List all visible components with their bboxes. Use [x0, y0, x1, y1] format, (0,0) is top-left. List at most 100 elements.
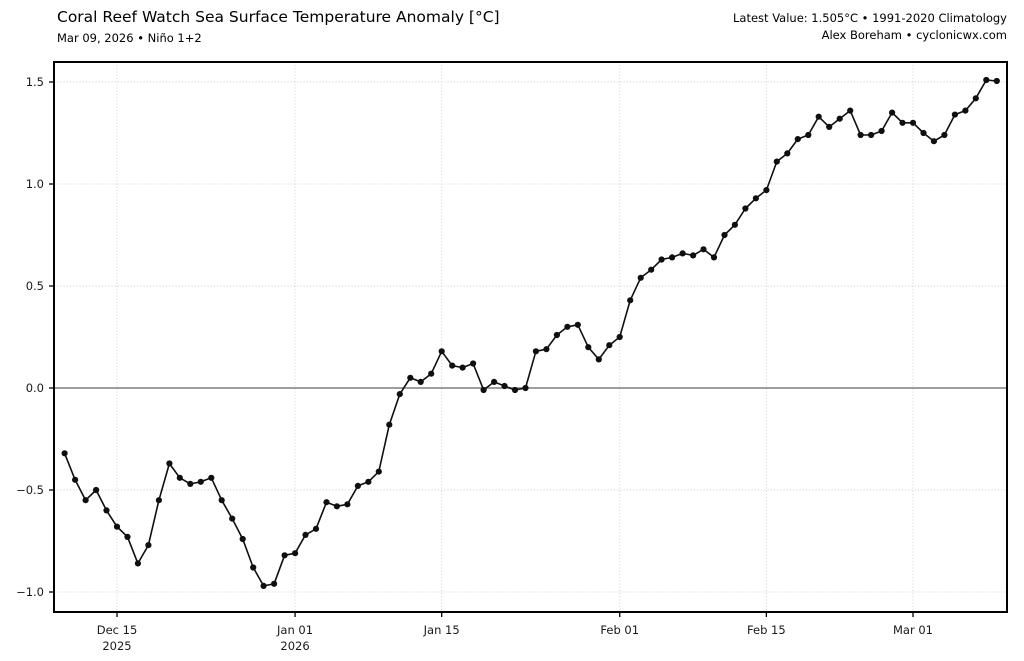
- data-point: [637, 274, 644, 281]
- data-point: [271, 580, 278, 587]
- page-title: Coral Reef Watch Sea Surface Temperature…: [57, 8, 500, 26]
- chart-subtitle: Mar 09, 2026 • Niño 1+2: [57, 31, 202, 45]
- data-point: [449, 362, 456, 369]
- data-point: [61, 450, 68, 457]
- data-point: [229, 515, 236, 522]
- data-point: [82, 497, 89, 504]
- data-point: [574, 321, 581, 328]
- data-point: [124, 533, 131, 541]
- data-point: [344, 501, 351, 508]
- data-point: [920, 129, 927, 137]
- data-point: [438, 348, 445, 355]
- y-tick-label: 1.0: [26, 177, 44, 191]
- data-point: [878, 127, 885, 135]
- credit-text: Alex Boreham • cyclonicwx.com: [821, 28, 1007, 42]
- data-point: [857, 131, 864, 139]
- data-point: [553, 331, 561, 339]
- data-point: [616, 333, 623, 341]
- data-point: [113, 523, 121, 530]
- data-point: [480, 386, 487, 394]
- data-point: [522, 384, 529, 392]
- x-tick-label: Dec 15: [97, 623, 138, 637]
- data-point: [972, 95, 979, 102]
- data-point: [333, 503, 340, 510]
- y-tick-label: 0.5: [26, 279, 44, 293]
- latest-value-text: Latest Value: 1.505°C • 1991-2020 Climat…: [733, 11, 1007, 25]
- data-point: [658, 256, 665, 263]
- data-point: [847, 107, 854, 114]
- data-point: [826, 123, 833, 130]
- data-point: [983, 76, 990, 84]
- data-point: [417, 378, 424, 385]
- data-point: [679, 250, 686, 257]
- data-point: [951, 111, 959, 118]
- data-point: [176, 474, 183, 481]
- data-point: [323, 499, 330, 506]
- data-point: [218, 497, 225, 504]
- data-point: [532, 348, 540, 355]
- data-point: [187, 480, 194, 487]
- data-point: [742, 205, 749, 212]
- x-tick-label: Jan 01: [276, 623, 313, 637]
- data-point: [134, 560, 141, 567]
- data-point: [784, 150, 791, 157]
- data-point: [993, 77, 1000, 85]
- data-point: [281, 552, 288, 559]
- data-point: [386, 421, 393, 428]
- data-point: [930, 138, 938, 145]
- data-point: [941, 131, 948, 139]
- data-point: [868, 131, 875, 139]
- data-point: [197, 478, 204, 485]
- data-point: [595, 356, 602, 363]
- data-point: [794, 136, 801, 143]
- data-point: [962, 107, 969, 114]
- y-tick-label: −0.5: [16, 483, 44, 497]
- data-point: [459, 364, 466, 371]
- data-point: [166, 460, 173, 467]
- data-point: [606, 342, 613, 349]
- x-tick-label: Feb 15: [747, 623, 786, 637]
- data-point: [543, 346, 550, 353]
- data-point: [889, 109, 896, 116]
- data-point: [375, 468, 382, 475]
- x-tick-label: Jan 15: [423, 623, 460, 637]
- data-point: [470, 360, 477, 367]
- data-point: [763, 187, 770, 194]
- data-point: [312, 525, 320, 532]
- data-point: [648, 266, 655, 273]
- data-point: [407, 374, 414, 381]
- plot-frame: [53, 61, 1008, 613]
- data-point: [669, 254, 676, 261]
- data-point: [428, 370, 435, 377]
- data-point: [899, 119, 906, 126]
- data-point: [354, 482, 361, 489]
- data-point: [721, 231, 728, 239]
- data-point: [627, 297, 634, 304]
- chart-meta: Latest Value: 1.505°C • 1991-2020 Climat…: [733, 10, 1007, 44]
- data-point: [93, 486, 100, 494]
- data-point: [250, 564, 257, 571]
- data-point: [396, 391, 403, 398]
- data-point: [491, 378, 498, 385]
- data-point: [836, 115, 843, 122]
- data-point: [260, 582, 267, 590]
- data-point: [501, 382, 508, 390]
- data-point: [710, 254, 718, 261]
- x-tick-label: Mar 01: [893, 623, 933, 637]
- y-tick-label: 0.0: [26, 381, 44, 395]
- data-point: [365, 478, 372, 485]
- data-point: [511, 386, 519, 394]
- data-point: [564, 323, 571, 330]
- data-point: [700, 246, 707, 253]
- data-point: [103, 507, 110, 514]
- y-tick-label: 1.5: [26, 75, 44, 89]
- data-point: [302, 531, 309, 539]
- data-point: [239, 535, 246, 543]
- data-point: [585, 344, 592, 351]
- x-tick-year-label: 2025: [102, 639, 131, 653]
- data-point: [752, 195, 760, 202]
- data-point: [815, 113, 822, 120]
- data-point: [155, 497, 162, 504]
- y-tick-label: −1.0: [16, 585, 44, 599]
